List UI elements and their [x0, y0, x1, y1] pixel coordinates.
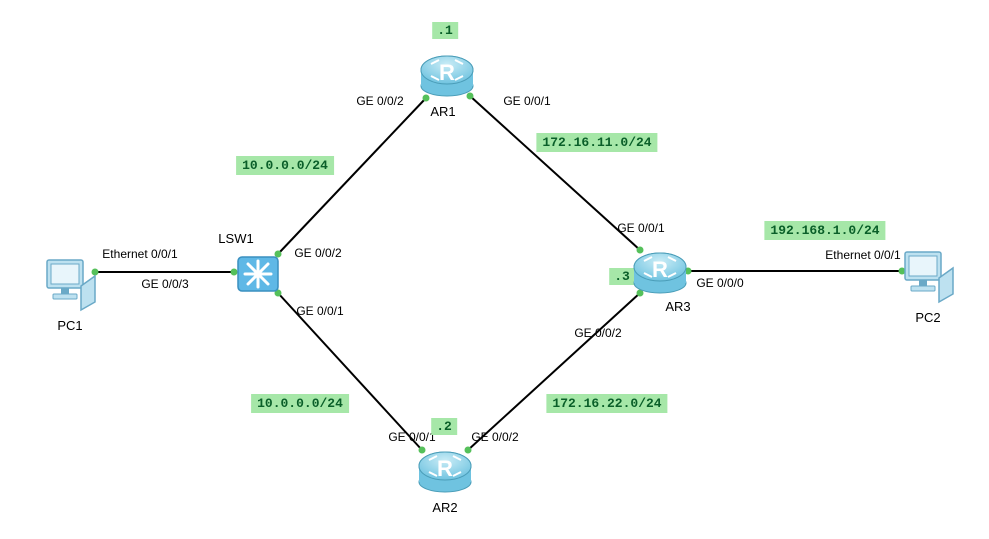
subnet-label: 192.168.1.0/24	[764, 221, 885, 240]
subnet-label: 10.0.0.0/24	[251, 394, 349, 413]
router-icon: R	[417, 442, 473, 498]
node-pc1[interactable]	[41, 256, 99, 312]
node-ar2[interactable]: R	[417, 442, 473, 498]
node-pc2[interactable]	[899, 248, 957, 304]
node-ar1[interactable]: R	[419, 46, 475, 102]
port-label: GE 0/0/3	[141, 277, 188, 291]
node-ar3[interactable]: R	[632, 243, 688, 299]
port-label: GE 0/0/2	[294, 246, 341, 260]
device-label: AR2	[432, 500, 457, 515]
subnet-label: 10.0.0.0/24	[236, 156, 334, 175]
port-label: GE 0/0/1	[296, 304, 343, 318]
host-byte-label: .2	[431, 418, 457, 435]
port-label: GE 0/0/0	[696, 276, 743, 290]
pc-icon	[41, 256, 99, 312]
svg-text:R: R	[652, 257, 668, 282]
port-label: GE 0/0/2	[574, 326, 621, 340]
pc-icon	[899, 248, 957, 304]
node-lsw1[interactable]	[234, 249, 282, 297]
svg-text:R: R	[437, 456, 453, 481]
host-byte-label: .3	[609, 268, 635, 285]
subnet-label: 172.16.11.0/24	[536, 133, 657, 152]
router-icon: R	[419, 46, 475, 102]
host-byte-label: .1	[432, 22, 458, 39]
router-icon: R	[632, 243, 688, 299]
port-label: Ethernet 0/0/1	[102, 247, 177, 261]
port-label: GE 0/0/1	[503, 94, 550, 108]
device-label: AR1	[430, 104, 455, 119]
port-label: Ethernet 0/0/1	[825, 248, 900, 262]
port-label: GE 0/0/2	[471, 430, 518, 444]
device-label: PC1	[57, 318, 82, 333]
device-label: AR3	[665, 299, 690, 314]
device-label: LSW1	[218, 231, 253, 246]
subnet-label: 172.16.22.0/24	[546, 394, 667, 413]
switch-icon	[234, 249, 282, 297]
port-label: GE 0/0/1	[617, 221, 664, 235]
svg-text:R: R	[439, 60, 455, 85]
device-label: PC2	[915, 310, 940, 325]
port-label: GE 0/0/2	[356, 94, 403, 108]
